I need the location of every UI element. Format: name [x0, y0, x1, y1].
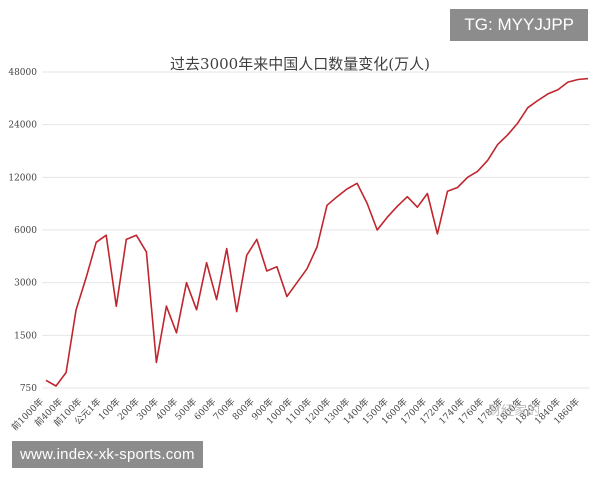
population-line [45, 77, 589, 387]
y-tick-label: 48000 [8, 68, 37, 78]
watermark-text: 财经家的 [488, 404, 541, 419]
y-tick-label: 24000 [8, 121, 37, 131]
chart-title: 过去3000年来中国人口数量变化(万人) [170, 55, 430, 73]
y-tick-label: 6000 [14, 226, 37, 236]
y-tick-label: 12000 [8, 173, 37, 183]
y-tick-label: 1500 [14, 331, 37, 341]
tg-badge: TG: MYYJJPP [450, 9, 588, 41]
y-tick-label: 750 [20, 384, 37, 394]
y-tick-label: 3000 [14, 279, 37, 289]
url-badge: www.index-xk-sports.com [12, 441, 203, 468]
